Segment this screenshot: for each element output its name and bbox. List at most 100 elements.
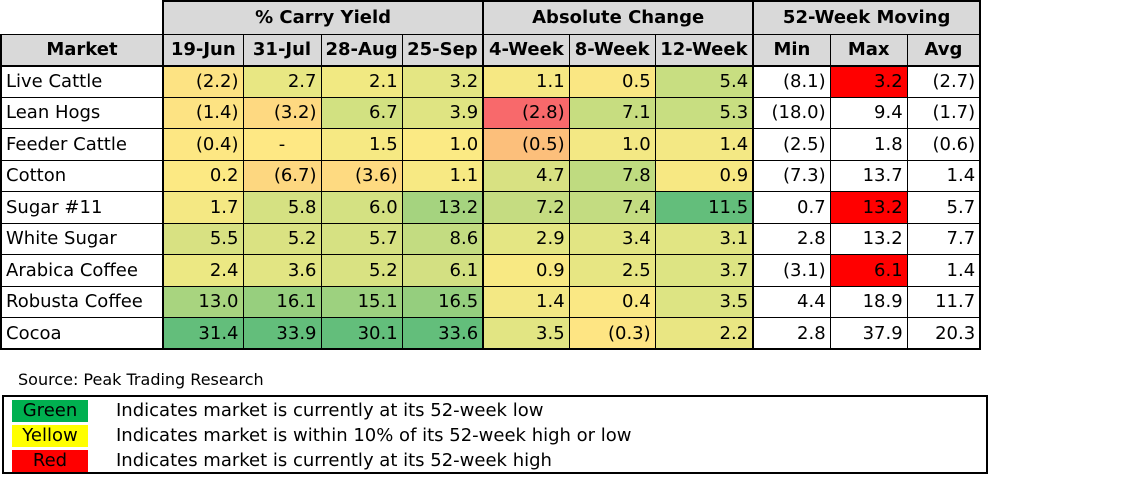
blank-corner	[1, 1, 163, 34]
cell-8-week: 7.8	[568, 159, 656, 192]
cell-25-sep: 8.6	[401, 222, 485, 255]
cell-19-jun: 31.4	[162, 317, 244, 350]
cell-min: 2.8	[752, 317, 831, 350]
cell-12-week: 1.4	[654, 128, 755, 161]
table-row: White Sugar 5.5 5.2 5.7 8.6 2.9 3.4 3.1 2.8 13.2 7…	[0, 222, 982, 255]
legend-text: Indicates market is within 10% of its 52…	[116, 425, 632, 446]
table-row: Robusta Coffee 13.0 16.1 15.1 16.5 1.4 0.4 3.5 4…	[0, 285, 982, 318]
cell-min: 0.7	[752, 191, 831, 224]
cell-min: (3.1)	[752, 254, 831, 287]
column-header-max: Max	[829, 33, 908, 67]
column-header-31-jul: 31-Jul	[242, 33, 322, 67]
market-name: Live Cattle	[0, 65, 164, 98]
legend-swatch: Green	[12, 400, 88, 422]
column-header-25-sep: 25-Sep	[401, 33, 485, 67]
table-row: Cocoa 31.4 33.9 30.1 33.6 3.5 (0.3) 2.2 2.8 37.9 2…	[0, 317, 982, 350]
table-row: Feeder Cattle (0.4) -1.5 1.0 (0.5) 1.0 1.4 (2.5…	[0, 128, 982, 161]
cell-max: 1.8	[829, 128, 908, 161]
cell-max: 37.9	[829, 317, 908, 350]
cell-min: (18.0)	[752, 96, 831, 129]
column-header-12-week: 12-Week	[654, 33, 755, 67]
cell-4-week: 1.1	[482, 65, 570, 98]
cell-min: (7.3)	[752, 159, 831, 192]
cell-4-week: 2.9	[482, 222, 570, 255]
source-note: Source: Peak Trading Research	[18, 370, 264, 389]
legend-swatch: Yellow	[12, 425, 88, 447]
legend-text: Indicates market is currently at its 52-…	[116, 450, 552, 471]
cell-28-aug: 5.2	[320, 254, 403, 287]
legend: Green Indicates market is currently at it…	[2, 395, 988, 474]
cell-8-week: 0.5	[568, 65, 656, 98]
column-header-avg: Avg	[906, 33, 982, 67]
cell-12-week: 3.5	[654, 285, 755, 318]
market-name: Cotton	[0, 159, 164, 192]
table-row: Arabica Coffee 2.4 3.6 5.2 6.1 0.9 2.5 3.7 (3.1)…	[0, 254, 982, 287]
cell-25-sep: 1.1	[401, 159, 485, 192]
cell-min: (8.1)	[752, 65, 831, 98]
cell-28-aug: (3.6)	[320, 159, 403, 192]
cell-28-aug: 1.5	[320, 128, 403, 161]
cell-avg: (1.7)	[906, 96, 982, 129]
column-header-4-week: 4-Week	[482, 33, 570, 67]
cell-31-jul: 5.8	[242, 191, 322, 224]
cell-28-aug: 15.1	[320, 285, 403, 318]
cell-8-week: 7.4	[568, 191, 656, 224]
cell-28-aug: 5.7	[320, 222, 403, 255]
cell-31-jul: (3.2)	[242, 96, 322, 129]
cell-max: 18.9	[829, 285, 908, 318]
cell-28-aug: 30.1	[320, 317, 403, 350]
market-name: Robusta Coffee	[0, 285, 164, 318]
cell-8-week: 1.0	[568, 128, 656, 161]
cell-19-jun: 1.7	[162, 191, 244, 224]
cell-31-jul: 2.7	[242, 65, 322, 98]
cell-avg: (2.7)	[906, 65, 982, 98]
cell-4-week: 0.9	[482, 254, 570, 287]
cell-31-jul: -	[242, 128, 322, 161]
cell-avg: 1.4	[906, 159, 982, 192]
group-absolute-change: Absolute Change	[482, 0, 755, 35]
market-name: White Sugar	[0, 222, 164, 255]
cell-max: 3.2	[829, 65, 908, 98]
cell-28-aug: 6.7	[320, 96, 403, 129]
cell-19-jun: (0.4)	[162, 128, 244, 161]
cell-25-sep: 33.6	[401, 317, 485, 350]
cell-12-week: 3.7	[654, 254, 755, 287]
cell-12-week: 0.9	[654, 159, 755, 192]
cell-28-aug: 6.0	[320, 191, 403, 224]
cell-avg: 11.7	[906, 285, 982, 318]
cell-max: 9.4	[829, 96, 908, 129]
cell-avg: 7.7	[906, 222, 982, 255]
cell-25-sep: 16.5	[401, 285, 485, 318]
cell-4-week: 3.5	[482, 317, 570, 350]
cell-25-sep: 1.0	[401, 128, 485, 161]
cell-4-week: (2.8)	[482, 96, 570, 129]
column-header-min: Min	[752, 33, 831, 67]
table-row: Live Cattle (2.2) 2.7 2.1 3.2 1.1 0.5 5.4 (8.1) 3…	[0, 65, 982, 98]
cell-25-sep: 3.9	[401, 96, 485, 129]
column-header-19-jun: 19-Jun	[162, 33, 244, 67]
table-row: Lean Hogs (1.4) (3.2) 6.7 3.9 (2.8) 7.1 5.3 (18.…	[0, 96, 982, 129]
market-name: Sugar #11	[0, 191, 164, 224]
group-header-row: % Carry Yield Absolute Change 52-Week Mo…	[1, 0, 982, 35]
cell-12-week: 11.5	[654, 191, 755, 224]
cell-31-jul: (6.7)	[242, 159, 322, 192]
cell-4-week: 7.2	[482, 191, 570, 224]
cell-19-jun: 13.0	[162, 285, 244, 318]
cell-max: 13.2	[829, 222, 908, 255]
cell-avg: 5.7	[906, 191, 982, 224]
cell-19-jun: 0.2	[162, 159, 244, 192]
cell-19-jun: (1.4)	[162, 96, 244, 129]
table-row: Cotton 0.2 (6.7) (3.6) 1.1 4.7 7.8 0.9 (7.3) 13.7…	[0, 159, 982, 192]
market-name: Feeder Cattle	[0, 128, 164, 161]
market-name: Arabica Coffee	[0, 254, 164, 287]
cell-28-aug: 2.1	[320, 65, 403, 98]
cell-min: (2.5)	[752, 128, 831, 161]
cell-12-week: 3.1	[654, 222, 755, 255]
cell-25-sep: 6.1	[401, 254, 485, 287]
cell-max: 13.2	[829, 191, 908, 224]
cell-8-week: (0.3)	[568, 317, 656, 350]
cell-4-week: 4.7	[482, 159, 570, 192]
cell-8-week: 0.4	[568, 285, 656, 318]
market-name: Cocoa	[0, 317, 164, 350]
cell-31-jul: 16.1	[242, 285, 322, 318]
